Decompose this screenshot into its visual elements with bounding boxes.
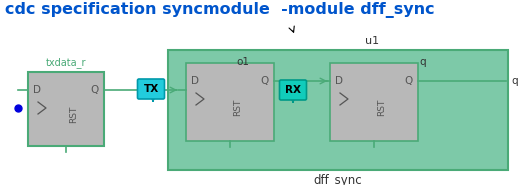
Text: RST: RST [378,98,386,116]
Text: o1: o1 [237,57,250,67]
Text: Q: Q [261,76,269,86]
Text: q: q [511,76,517,86]
FancyBboxPatch shape [168,50,508,170]
Text: cdc specification syncmodule  -module dff_sync: cdc specification syncmodule -module dff… [5,2,435,18]
Text: q: q [420,57,426,67]
Text: RST: RST [70,105,79,123]
Text: txdata_r: txdata_r [46,57,86,68]
FancyBboxPatch shape [28,72,104,146]
Text: RX: RX [285,85,301,95]
Text: Q: Q [405,76,413,86]
FancyBboxPatch shape [137,79,164,99]
Text: Q: Q [91,85,99,95]
FancyBboxPatch shape [330,63,418,141]
Text: D: D [33,85,41,95]
FancyBboxPatch shape [280,80,306,100]
Text: D: D [191,76,199,86]
FancyBboxPatch shape [186,63,274,141]
Text: RST: RST [233,98,242,116]
Text: dff_sync: dff_sync [314,174,362,185]
Text: u1: u1 [365,36,379,46]
Text: D: D [335,76,343,86]
Text: TX: TX [144,84,159,94]
